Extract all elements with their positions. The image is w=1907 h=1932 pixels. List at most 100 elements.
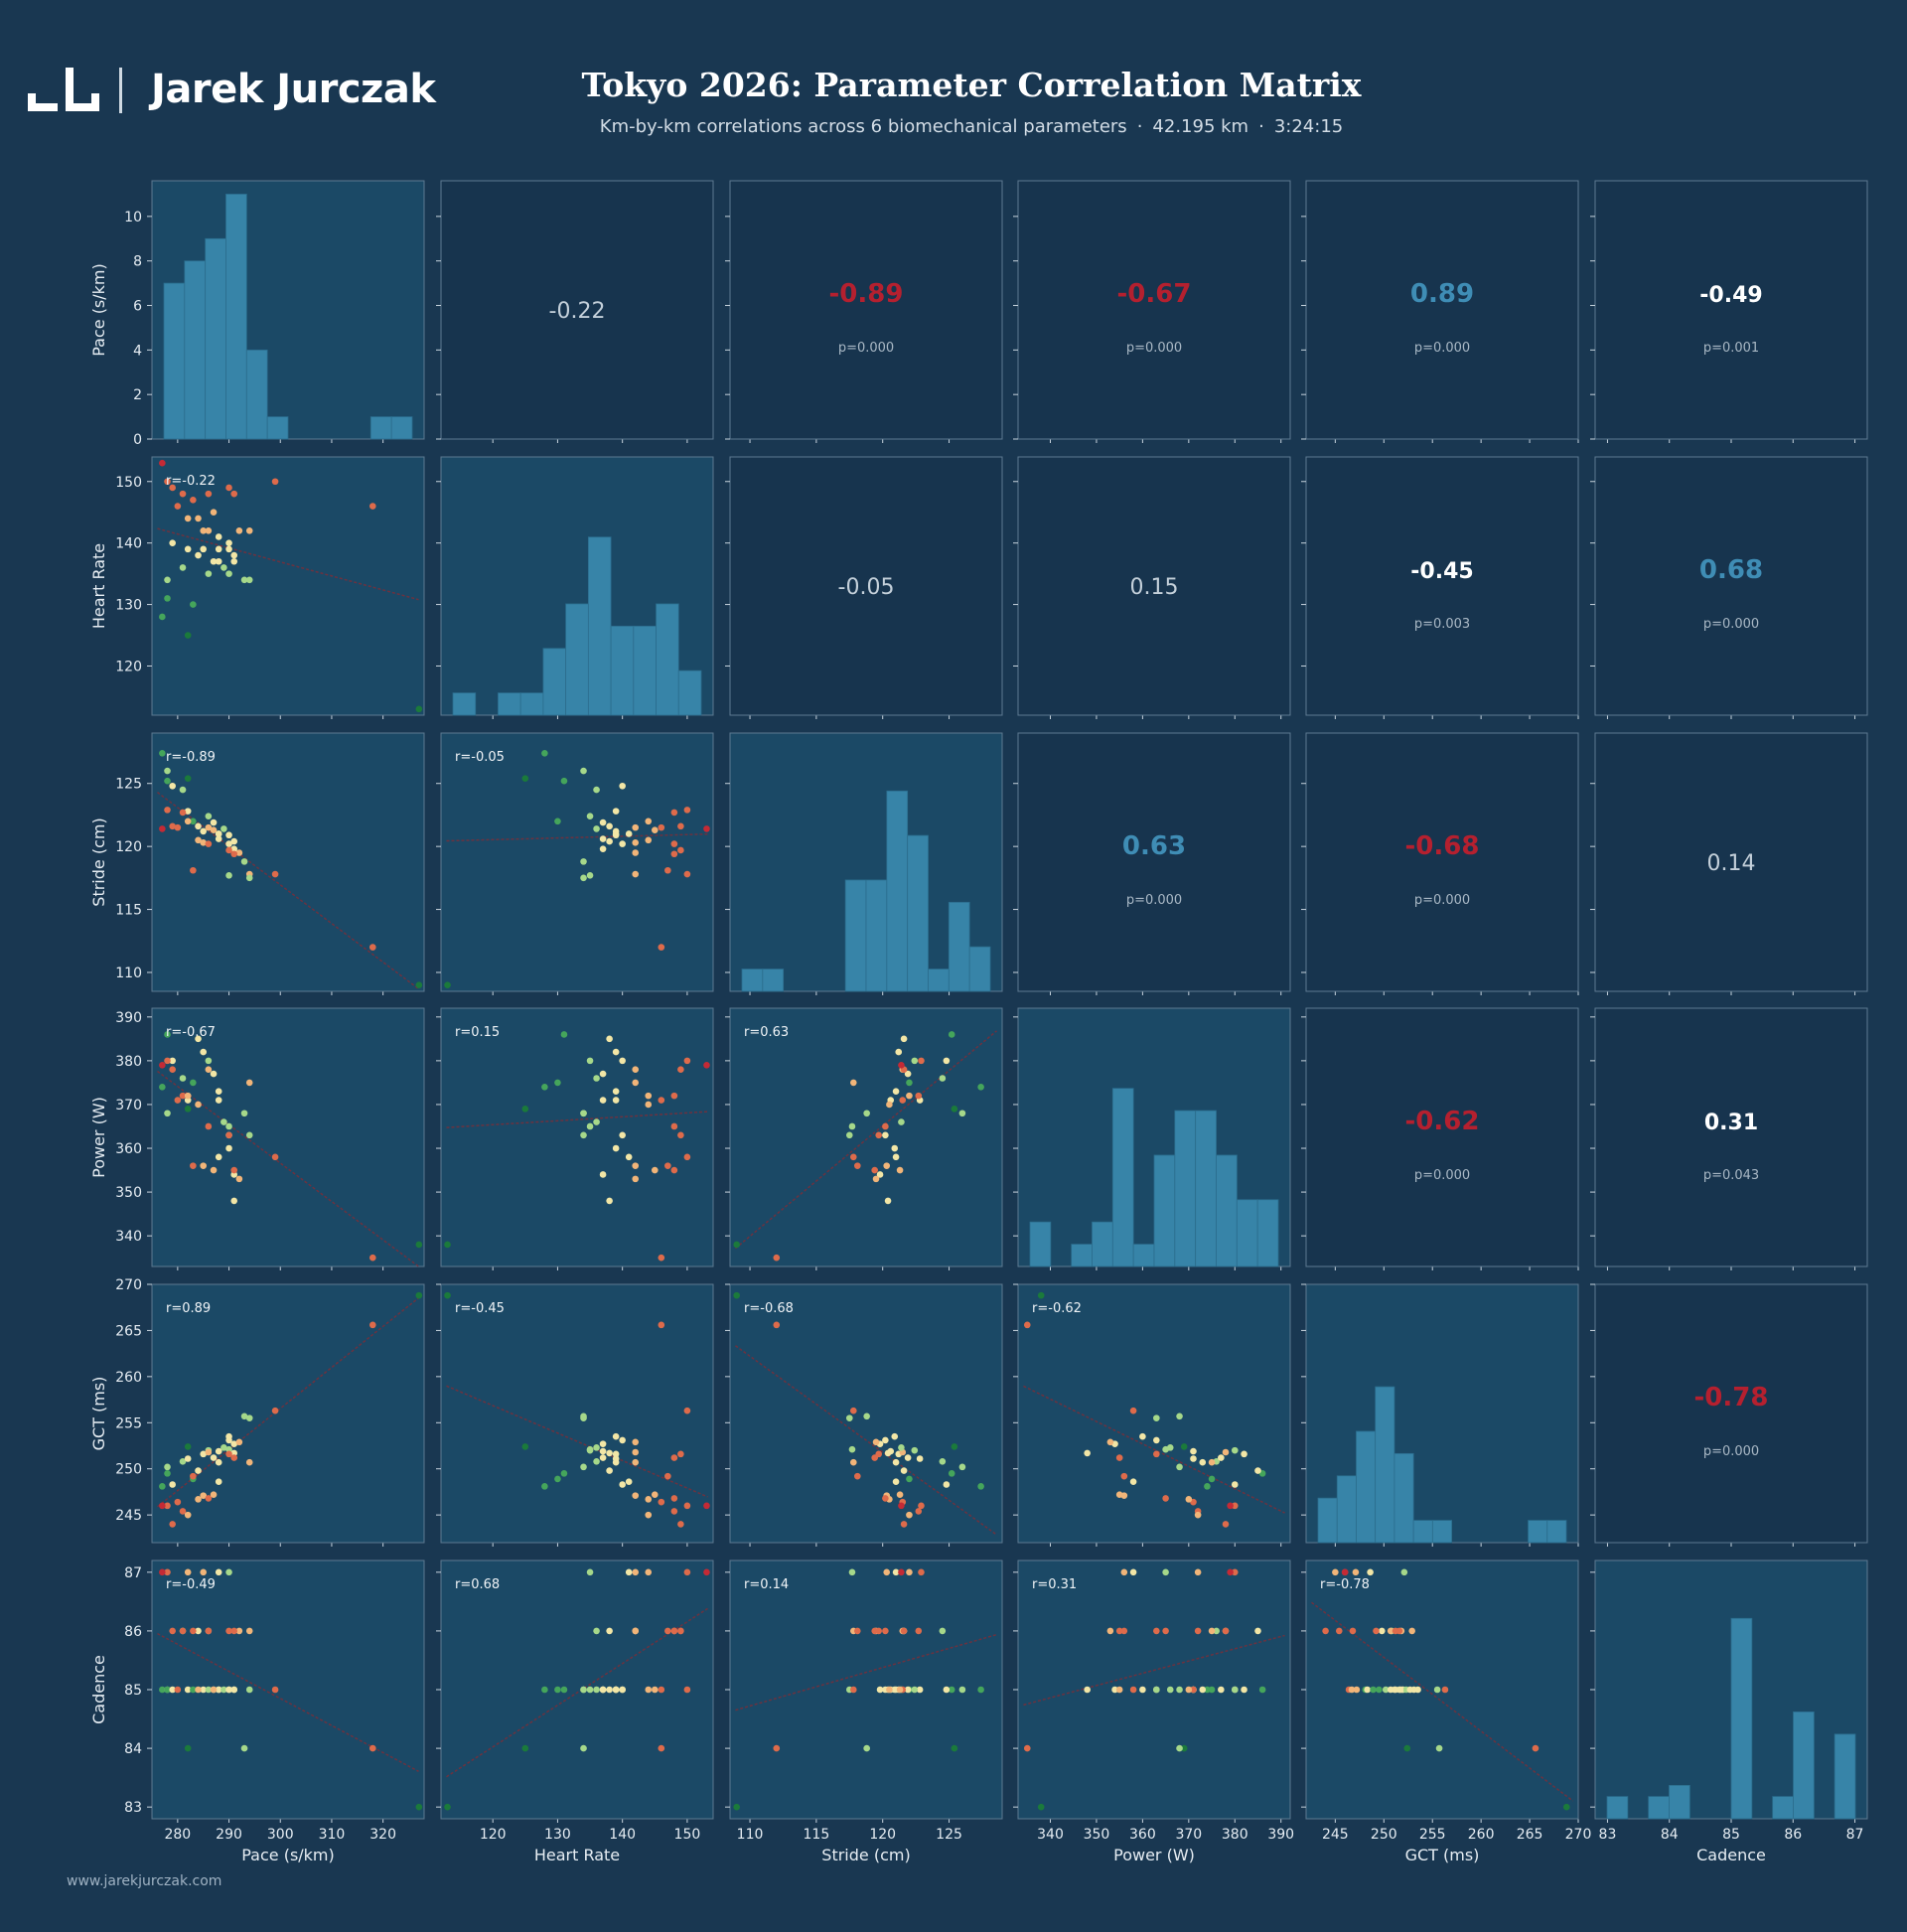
- histogram-bar: [1092, 1221, 1113, 1267]
- scatter-point: [892, 1088, 900, 1096]
- correlation-value: -0.05: [838, 575, 895, 600]
- histogram-bar: [968, 946, 991, 992]
- scatter-panel-frame: [440, 732, 714, 992]
- scatter-point: [271, 478, 279, 486]
- scatter-point: [184, 632, 192, 639]
- scatter-panel-frame: [151, 732, 425, 992]
- correlation-value: 0.63: [1122, 831, 1186, 861]
- correlation-value: -0.62: [1405, 1107, 1480, 1136]
- histogram-bar: [1029, 1221, 1052, 1267]
- scatter-point: [904, 1070, 912, 1078]
- panel-pace-vs-pace: [151, 180, 425, 440]
- scatter-point: [164, 1470, 171, 1477]
- scatter-point: [205, 1686, 213, 1694]
- panel-power-vs-stride: r=0.63: [729, 1007, 1003, 1267]
- histogram-bar: [1394, 1452, 1414, 1544]
- scatter-point: [632, 1066, 640, 1073]
- scatter-point: [580, 1463, 587, 1471]
- scatter-point: [875, 1131, 882, 1139]
- scatter-point: [184, 1455, 192, 1462]
- scatter-point: [190, 497, 197, 504]
- scatter-point: [892, 1458, 900, 1466]
- panel-power-vs-heart-rate: r=0.15: [440, 1007, 714, 1267]
- scatter-point: [444, 1803, 451, 1811]
- scatter-point: [1153, 1627, 1160, 1635]
- scatter-point: [612, 1458, 620, 1466]
- panel-stride-vs-power: 0.63 p=0.000: [1017, 732, 1291, 992]
- scatter-point: [854, 1162, 861, 1169]
- scatter-point: [612, 831, 620, 839]
- scatter-point: [886, 1101, 893, 1109]
- scatter-point: [606, 1686, 613, 1694]
- scatter-point: [1139, 1432, 1146, 1440]
- scatter-point: [898, 1502, 905, 1510]
- scatter-point: [632, 1492, 640, 1499]
- scatter-point: [195, 1467, 202, 1474]
- histogram-bar: [266, 416, 289, 440]
- scatter-point: [863, 1110, 870, 1117]
- scatter-point: [1204, 1686, 1211, 1694]
- scatter-point: [895, 1048, 903, 1056]
- correlation-label-prefix: r=: [166, 1025, 182, 1040]
- scatter-point: [560, 1470, 568, 1477]
- scatter-point: [670, 1454, 678, 1461]
- scatter-point: [898, 1118, 905, 1125]
- scatter-point: [1435, 1744, 1443, 1752]
- scatter-point: [230, 1449, 238, 1457]
- panel-pace-vs-stride: -0.89 p=0.000: [729, 180, 1003, 440]
- scatter-point: [619, 1436, 626, 1444]
- correlation-label-prefix: r=: [744, 1577, 760, 1592]
- scatter-point: [1322, 1627, 1329, 1635]
- scatter-point: [164, 777, 171, 785]
- scatter-point: [593, 1457, 600, 1465]
- scatter-point: [593, 1075, 600, 1082]
- x-tick-label: 86: [1784, 1827, 1802, 1843]
- x-tick-label: 245: [1322, 1827, 1349, 1843]
- histogram-bar: [498, 692, 521, 716]
- panel-heart-rate-vs-cadence: 0.68 p=0.000: [1594, 456, 1868, 716]
- scatter-point: [245, 526, 253, 534]
- scatter-point: [915, 1092, 923, 1100]
- scatter-point: [1190, 1447, 1197, 1455]
- scatter-point: [664, 1162, 671, 1169]
- correlation-panel-frame: [1305, 732, 1579, 992]
- scatter-point: [1414, 1686, 1421, 1694]
- scatter-point: [1396, 1686, 1404, 1694]
- scatter-point: [658, 944, 665, 951]
- scatter-point: [733, 1241, 740, 1249]
- scatter-point: [235, 1175, 243, 1183]
- scatter-point: [1194, 1568, 1202, 1576]
- histogram-bar: [865, 879, 888, 992]
- scatter-point: [606, 1467, 613, 1474]
- scatter-point: [683, 1153, 691, 1161]
- scatter-point: [235, 1438, 243, 1446]
- correlation-label-value: -0.62: [1048, 1301, 1082, 1316]
- y-tick-label: 350: [115, 1185, 142, 1201]
- scatter-point: [369, 944, 376, 951]
- scatter-point: [670, 1166, 678, 1174]
- scatter-point: [606, 1197, 613, 1205]
- x-tick-label: 120: [480, 1827, 507, 1843]
- x-tick-label: 380: [1222, 1827, 1248, 1843]
- correlation-label-prefix: r=: [744, 1025, 760, 1040]
- scatter-point: [1111, 1686, 1118, 1694]
- correlation-label: r=0.31: [1032, 1577, 1077, 1592]
- x-axis-label-heart-rate: Heart Rate: [534, 1846, 620, 1864]
- scatter-point: [245, 1458, 253, 1466]
- panel-cadence-vs-stride: r=0.14: [729, 1560, 1003, 1820]
- scatter-point: [1387, 1627, 1394, 1635]
- histogram-bar: [677, 669, 702, 716]
- p-value-label: p=0.000: [1703, 617, 1759, 632]
- correlation-value: -0.67: [1117, 279, 1192, 309]
- scatter-point: [1403, 1744, 1411, 1752]
- scatter-point: [896, 1686, 904, 1694]
- scatter-point: [271, 1407, 279, 1414]
- histogram-bar: [1648, 1796, 1670, 1820]
- scatter-point: [883, 1568, 891, 1576]
- scatter-point: [658, 1321, 665, 1329]
- panel-power-vs-gct: -0.62 p=0.000: [1305, 1007, 1579, 1267]
- scatter-point: [599, 1454, 607, 1461]
- scatter-point: [220, 1686, 227, 1694]
- scatter-point: [670, 850, 678, 858]
- y-axis-label-cadence: Cadence: [89, 1655, 108, 1724]
